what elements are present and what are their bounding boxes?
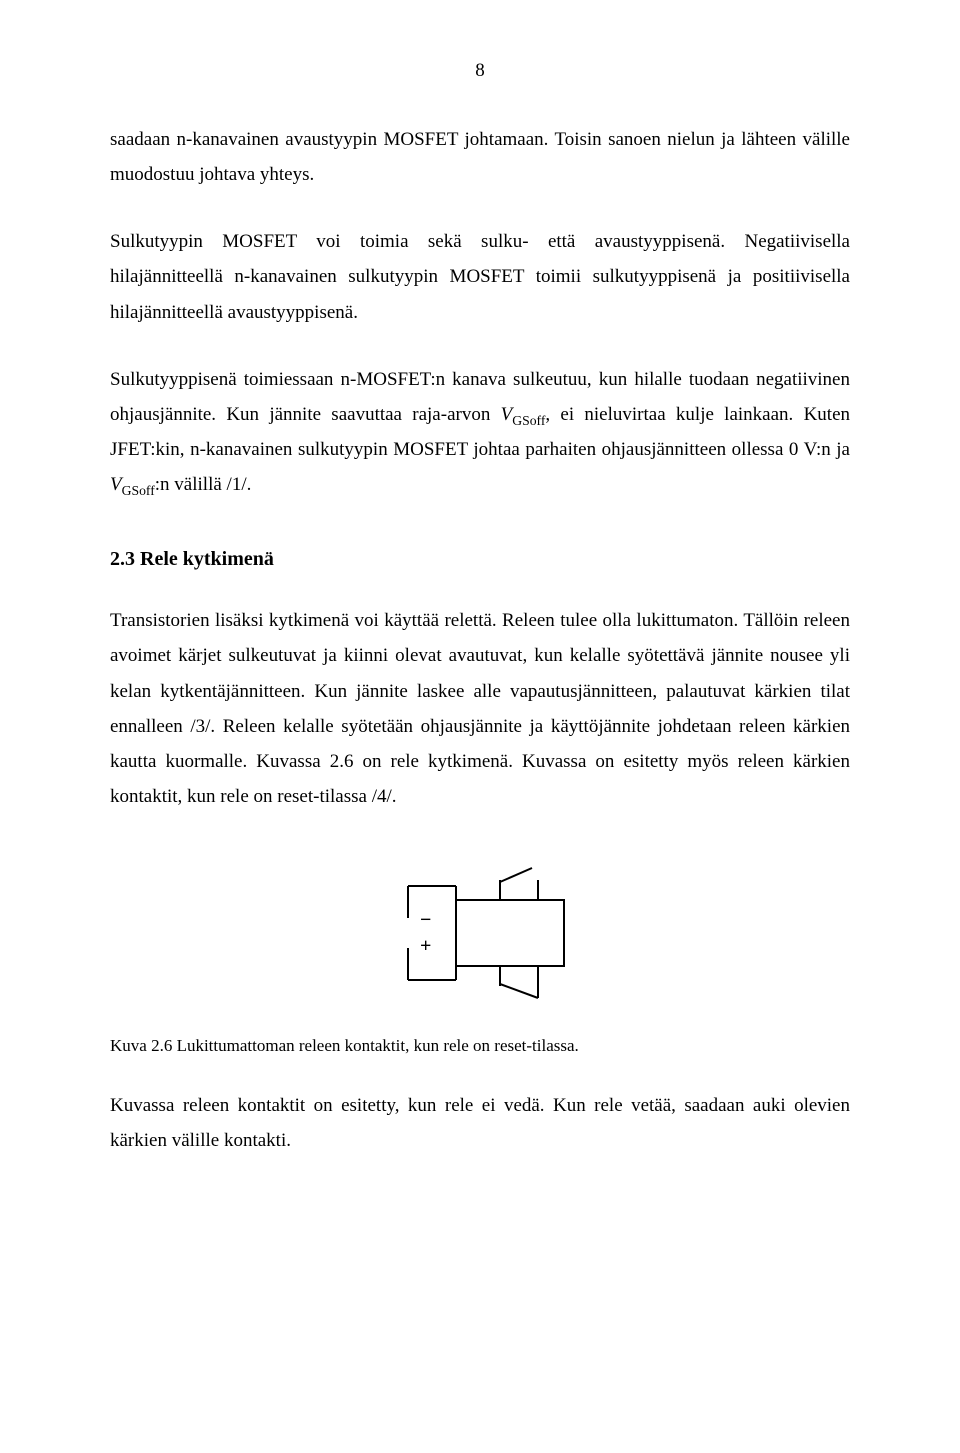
- paragraph-2: Sulkutyypin MOSFET voi toimia sekä sulku…: [110, 224, 850, 329]
- page-number: 8: [110, 60, 850, 82]
- figure-caption: Kuva 2.6 Lukittumattoman releen kontakti…: [110, 1036, 850, 1056]
- paragraph-4: Transistorien lisäksi kytkimenä voi käyt…: [110, 603, 850, 814]
- p3-sub2: GSoff: [122, 483, 155, 498]
- relay-figure: − +: [110, 848, 850, 1018]
- p3-text-c: :n välillä /1/.: [155, 474, 252, 495]
- page: 8 saadaan n-kanavainen avaustyypin MOSFE…: [0, 0, 960, 1453]
- paragraph-3: Sulkutyyppisenä toimiessaan n-MOSFET:n k…: [110, 362, 850, 503]
- relay-diagram-svg: − +: [360, 848, 600, 1018]
- minus-label: −: [420, 909, 431, 931]
- paragraph-1: saadaan n-kanavainen avaustyypin MOSFET …: [110, 122, 850, 192]
- section-heading: 2.3 Rele kytkimenä: [110, 548, 850, 571]
- p3-var1: V: [501, 404, 513, 425]
- paragraph-5: Kuvassa releen kontaktit on esitetty, ku…: [110, 1088, 850, 1158]
- p3-var2: V: [110, 474, 122, 495]
- plus-label: +: [420, 935, 431, 957]
- p3-sub1: GSoff: [512, 413, 545, 428]
